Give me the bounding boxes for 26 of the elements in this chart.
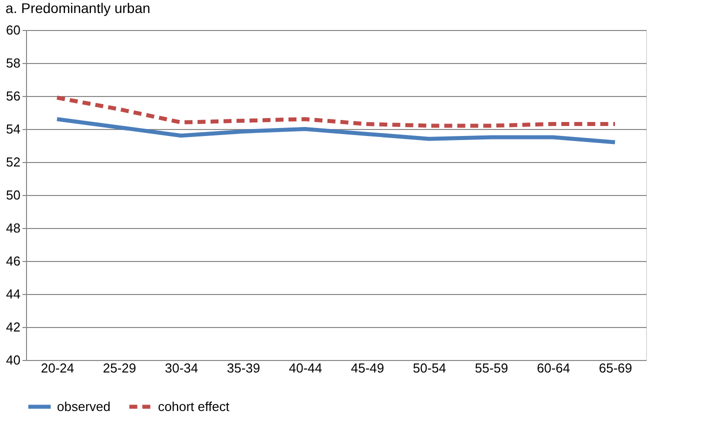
y-tick-label: 54	[6, 122, 20, 136]
x-tick-label: 25-29	[102, 360, 136, 376]
y-tick-label: 50	[6, 188, 20, 202]
x-tick-label: 35-39	[226, 360, 260, 376]
y-tick-label: 46	[6, 254, 20, 268]
x-tick-label: 20-24	[40, 360, 74, 376]
y-tick-label: 52	[6, 154, 20, 170]
x-tick-label: 55-59	[474, 360, 508, 376]
legend-label: cohort effect	[158, 398, 230, 414]
x-tick-label: 60-64	[536, 360, 570, 376]
legend-label: observed	[57, 398, 110, 414]
x-tick-label: 40-44	[288, 360, 322, 376]
line-series	[55, 117, 617, 144]
x-tick-label: 45-49	[350, 360, 384, 376]
x-tick-label: 65-69	[598, 360, 632, 376]
chart-title: a. Predominantly urban	[6, 0, 150, 16]
y-tick-label: 56	[6, 88, 20, 104]
y-tick-label: 40	[6, 352, 20, 368]
x-tick-label: 30-34	[164, 360, 198, 376]
y-tick-label: 42	[6, 320, 20, 334]
y-tick-label: 48	[6, 220, 20, 236]
y-tick-label: 44	[6, 286, 20, 302]
line-series	[55, 96, 617, 128]
y-tick-label: 60	[6, 22, 20, 38]
y-tick-label: 58	[6, 56, 20, 70]
x-tick-label: 50-54	[412, 360, 446, 376]
